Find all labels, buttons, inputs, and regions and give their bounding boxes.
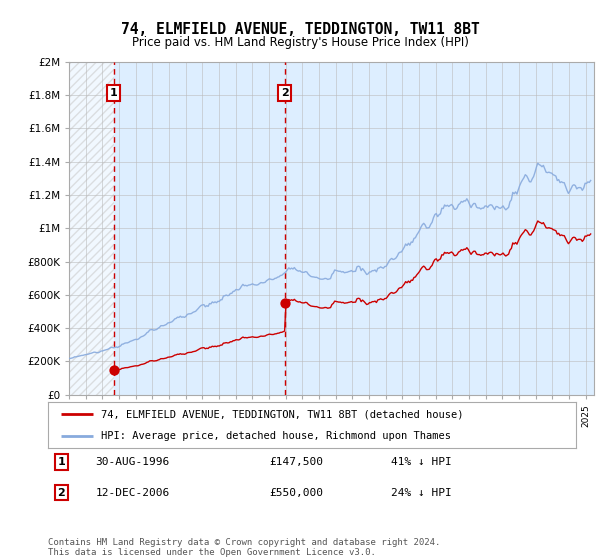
Point [109, 366, 118, 375]
Point [280, 298, 290, 307]
Bar [69, 62, 113, 395]
Text: Contains HM Land Registry data © Crown copyright and database right 2024.
This d: Contains HM Land Registry data © Crown c… [48, 538, 440, 557]
Text: HPI: Average price, detached house, Richmond upon Thames: HPI: Average price, detached house, Rich… [101, 431, 451, 441]
Text: 12-DEC-2006: 12-DEC-2006 [95, 488, 170, 497]
Text: 1: 1 [110, 88, 118, 98]
Text: 74, ELMFIELD AVENUE, TEDDINGTON, TW11 8BT: 74, ELMFIELD AVENUE, TEDDINGTON, TW11 8B… [121, 22, 479, 38]
Text: 1: 1 [58, 458, 65, 467]
Text: 2: 2 [281, 88, 289, 98]
Text: 24% ↓ HPI: 24% ↓ HPI [391, 488, 452, 497]
Text: 30-AUG-1996: 30-AUG-1996 [95, 458, 170, 467]
Text: £147,500: £147,500 [270, 458, 324, 467]
Text: 2: 2 [58, 488, 65, 497]
Text: 41% ↓ HPI: 41% ↓ HPI [391, 458, 452, 467]
Text: £550,000: £550,000 [270, 488, 324, 497]
Text: Price paid vs. HM Land Registry's House Price Index (HPI): Price paid vs. HM Land Registry's House … [131, 36, 469, 49]
Text: 74, ELMFIELD AVENUE, TEDDINGTON, TW11 8BT (detached house): 74, ELMFIELD AVENUE, TEDDINGTON, TW11 8B… [101, 409, 463, 419]
